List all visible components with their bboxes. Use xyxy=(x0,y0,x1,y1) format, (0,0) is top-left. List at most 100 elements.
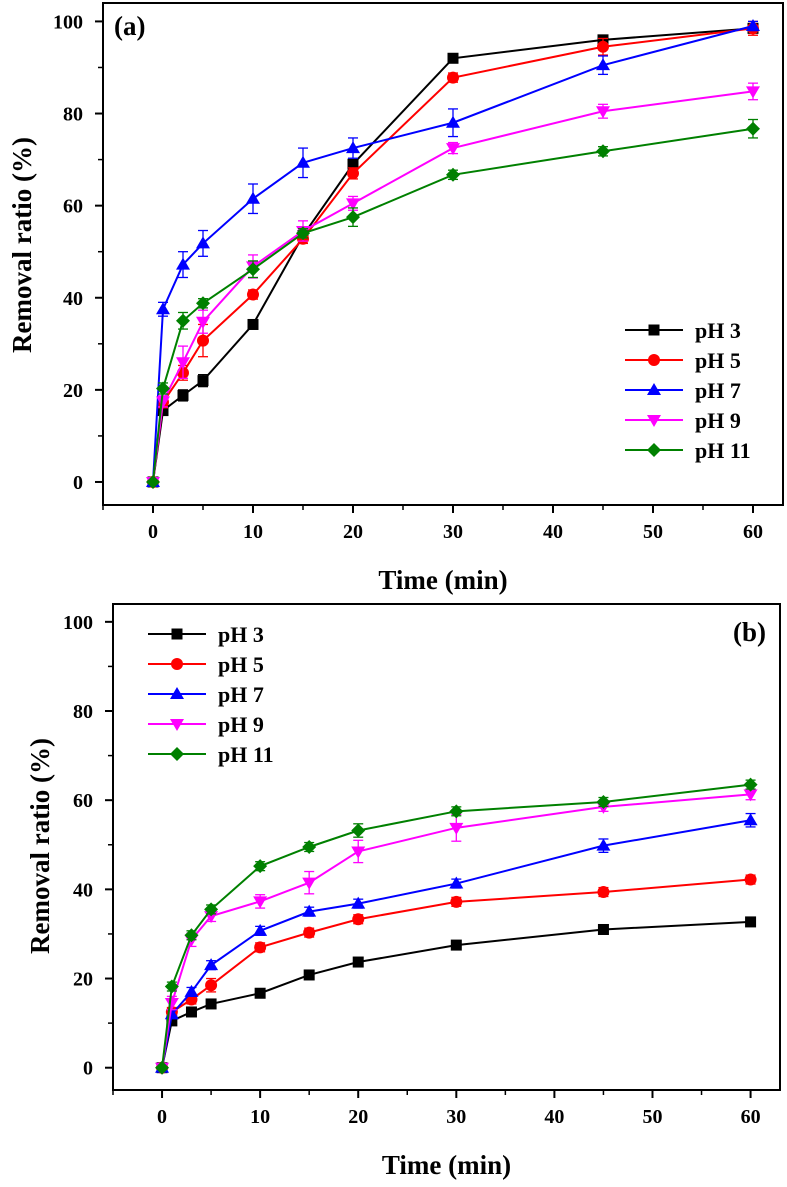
legend-item: pH 5 xyxy=(148,652,264,677)
x-tick-label: 20 xyxy=(343,521,363,543)
data-point xyxy=(246,191,260,204)
data-point xyxy=(196,236,210,249)
y-tick-label: 80 xyxy=(73,701,93,723)
legend-marker xyxy=(648,324,660,336)
data-point xyxy=(254,941,267,954)
data-point xyxy=(184,984,199,997)
data-point xyxy=(596,838,611,851)
data-point xyxy=(196,296,210,311)
legend-item: pH 3 xyxy=(625,318,741,343)
data-point xyxy=(303,969,315,981)
data-point xyxy=(302,877,317,890)
data-point xyxy=(347,158,359,170)
legend-marker xyxy=(647,443,661,457)
data-point xyxy=(449,876,464,889)
data-point xyxy=(596,144,610,159)
x-tick-label: 60 xyxy=(743,521,763,543)
data-point xyxy=(352,913,365,926)
data-point xyxy=(450,939,462,951)
chart-panel-b: 0 10 20 30 40 50 60 0 20 40 60 80 100 Time (min) Remov… xyxy=(25,603,781,1180)
data-point xyxy=(446,115,460,128)
data-point xyxy=(351,896,366,909)
series-ph-11 xyxy=(146,118,760,489)
data-point xyxy=(346,210,360,225)
data-point xyxy=(176,357,190,370)
data-point xyxy=(204,902,219,917)
data-point xyxy=(597,886,610,899)
data-point xyxy=(302,904,317,917)
y-tick-label: 0 xyxy=(73,472,83,494)
x-tick-label: 60 xyxy=(741,1106,761,1128)
legend-label: pH 7 xyxy=(218,682,264,707)
data-point xyxy=(347,167,359,180)
legend-label: pH 11 xyxy=(695,438,751,463)
legend-label: pH 3 xyxy=(218,622,264,647)
legend-marker xyxy=(170,747,184,761)
legend-item: pH 3 xyxy=(148,622,264,647)
legend-item: pH 7 xyxy=(625,378,741,403)
data-point xyxy=(346,141,360,154)
data-point xyxy=(184,928,199,943)
legend-marker xyxy=(648,354,660,366)
plot-frame xyxy=(102,2,784,506)
legend-marker xyxy=(171,658,183,670)
data-point xyxy=(253,859,268,874)
data-point xyxy=(302,840,317,854)
panel-label: (b) xyxy=(733,617,766,647)
x-tick-label: 40 xyxy=(543,521,563,543)
data-point xyxy=(597,40,609,53)
data-point xyxy=(744,873,757,886)
data-point xyxy=(166,1015,178,1027)
legend-label: pH 9 xyxy=(695,408,741,433)
y-tick-label: 40 xyxy=(63,288,83,310)
series-ph-3 xyxy=(156,916,757,1074)
data-point xyxy=(446,143,460,156)
legend-item: pH 11 xyxy=(148,742,274,767)
series-line xyxy=(152,27,754,483)
data-point xyxy=(596,794,611,809)
plot-frame xyxy=(112,603,781,1091)
data-point xyxy=(743,789,758,802)
data-point xyxy=(351,846,366,859)
legend: pH 3 pH 5 pH 7 pH 9 pH 11 xyxy=(625,318,751,463)
series-line xyxy=(161,920,751,1068)
data-point xyxy=(247,318,259,330)
x-tick-label: 40 xyxy=(544,1106,564,1128)
x-tick-label: 0 xyxy=(157,1106,167,1128)
legend-label: pH 3 xyxy=(695,318,741,343)
data-point xyxy=(164,998,179,1011)
y-tick-label: 100 xyxy=(53,11,83,33)
series-ph-9 xyxy=(146,82,760,489)
data-point xyxy=(146,474,160,489)
data-point xyxy=(446,167,460,182)
data-point xyxy=(447,52,459,64)
data-point xyxy=(303,926,316,939)
data-point xyxy=(156,396,170,409)
x-tick-label: 50 xyxy=(643,521,663,543)
legend-marker xyxy=(647,383,661,395)
data-point xyxy=(253,896,268,909)
series-line xyxy=(161,878,751,1068)
data-point xyxy=(296,226,310,241)
legend-marker xyxy=(171,628,183,640)
data-point xyxy=(157,405,169,417)
x-tick-label: 20 xyxy=(348,1106,368,1128)
legend-item: pH 9 xyxy=(148,712,264,737)
y-axis-title: Removal ratio (%) xyxy=(7,137,37,353)
data-point xyxy=(204,958,219,971)
data-point xyxy=(746,121,760,136)
legend-item: pH 9 xyxy=(625,408,741,433)
data-point xyxy=(447,71,459,84)
data-point xyxy=(450,895,463,908)
legend: pH 3 pH 5 pH 7 pH 9 pH 11 xyxy=(148,622,274,767)
legend-marker xyxy=(647,415,661,427)
legend-item: pH 5 xyxy=(625,348,741,373)
x-tick-label: 10 xyxy=(243,521,263,543)
data-point xyxy=(743,813,758,826)
y-tick-label: 0 xyxy=(83,1058,93,1080)
y-tick-label: 60 xyxy=(73,790,93,812)
y-axis-title: Removal ratio (%) xyxy=(25,738,55,954)
data-point xyxy=(164,979,179,994)
series-line xyxy=(161,793,751,1068)
series-ph-7 xyxy=(155,812,758,1073)
